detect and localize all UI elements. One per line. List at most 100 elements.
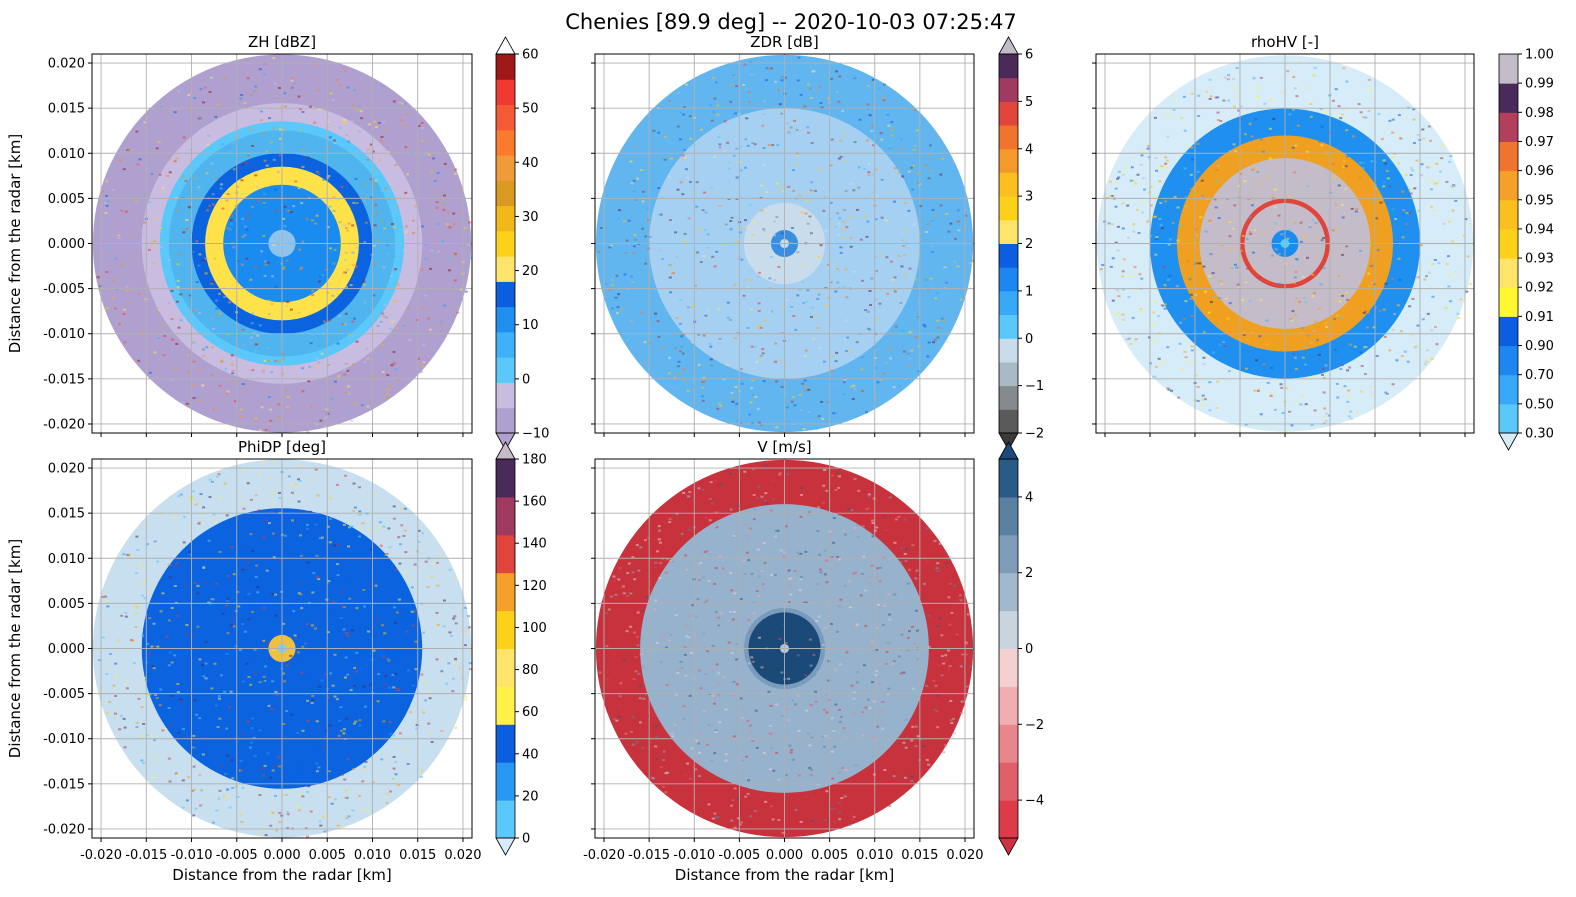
radar-pixel [936, 292, 940, 295]
radar-pixel [185, 402, 189, 405]
radar-pixel [1139, 307, 1143, 310]
colorbar-tick-label: 4 [1025, 142, 1033, 157]
radar-pixel [632, 179, 636, 182]
radar-pixel [362, 588, 366, 591]
radar-pixel [1178, 224, 1182, 227]
radar-pixel [675, 317, 679, 320]
radar-pixel [421, 532, 425, 535]
radar-pixel [189, 105, 193, 108]
radar-pixel [740, 821, 744, 824]
radar-pixel [809, 774, 813, 777]
radar-pixel [193, 96, 197, 99]
radar-pixel [809, 315, 813, 318]
radar-pixel [690, 341, 694, 344]
radar-pixel [669, 633, 673, 636]
radar-pixel [120, 209, 124, 212]
radar-pixel [161, 324, 165, 327]
radar-pixel [873, 394, 877, 397]
radar-pixel [841, 236, 845, 239]
radar-pixel [1399, 137, 1403, 140]
radar-pixel [676, 188, 680, 191]
radar-pixel [639, 546, 643, 549]
radar-pixel [883, 768, 887, 771]
radar-pixel [885, 641, 889, 644]
radar-pixel [718, 683, 722, 686]
radar-pixel [301, 729, 305, 732]
radar-pixel [205, 172, 209, 175]
radar-pixel [709, 104, 713, 107]
radar-pixel [400, 524, 404, 527]
radar-pixel [404, 230, 408, 233]
radar-pixel [857, 489, 861, 492]
radar-pixel [620, 308, 624, 311]
radar-pixel [363, 605, 367, 608]
colorbar-segment [496, 54, 515, 80]
radar-pixel [436, 223, 440, 226]
radar-pixel [301, 645, 305, 648]
radar-pixel [1447, 220, 1451, 223]
radar-pixel [239, 502, 243, 505]
radar-pixel [243, 630, 247, 633]
radar-pixel [744, 87, 748, 90]
radar-pixel [159, 688, 163, 691]
radar-pixel [335, 698, 339, 701]
radar-pixel [417, 357, 421, 360]
radar-pixel [1431, 295, 1435, 298]
radar-pixel [1132, 230, 1136, 233]
radar-pixel [1306, 334, 1310, 337]
figure-suptitle: Chenies [89.9 deg] -- 2020-10-03 07:25:4… [565, 10, 1017, 34]
radar-pixel [1114, 241, 1118, 244]
radar-pixel [433, 251, 437, 254]
radar-pixel [332, 139, 336, 142]
radar-pixel [421, 127, 425, 130]
radar-pixel [762, 113, 766, 116]
radar-pixel [967, 614, 971, 617]
radar-pixel [274, 690, 278, 693]
radar-pixel [713, 265, 717, 268]
radar-pixel [255, 564, 259, 567]
radar-pixel [232, 168, 236, 171]
radar-pixel [1250, 332, 1254, 335]
radar-pixel [685, 244, 689, 247]
radar-pixel [199, 399, 203, 402]
radar-pixel [262, 234, 266, 237]
radar-pixel [932, 679, 936, 682]
radar-pixel [730, 216, 734, 219]
radar-pixel [450, 635, 454, 638]
radar-pixel [176, 279, 180, 282]
radar-pixel [938, 617, 942, 620]
radar-pixel [372, 294, 376, 297]
radar-pixel [198, 117, 202, 120]
colorbar-tick-label: 0.90 [1525, 339, 1554, 354]
radar-pixel [716, 718, 720, 721]
radar-pixel [333, 798, 337, 801]
radar-pixel [1248, 300, 1252, 303]
radar-pixel [1154, 300, 1158, 303]
radar-pixel [227, 574, 231, 577]
radar-pixel [657, 249, 661, 252]
radar-pixel [787, 569, 791, 572]
radar-pixel [774, 342, 778, 345]
radar-pixel [819, 784, 823, 787]
radar-pixel [308, 93, 312, 96]
radar-pixel [410, 586, 414, 589]
radar-pixel [835, 411, 839, 414]
radar-pixel [716, 407, 720, 410]
radar-pixel [1304, 403, 1308, 406]
radar-pixel [836, 556, 840, 559]
radar-pixel [656, 320, 660, 323]
radar-pixel [1245, 338, 1249, 341]
radar-pixel [226, 333, 230, 336]
radar-pixel [297, 500, 301, 503]
radar-pixel [929, 285, 933, 288]
radar-pixel [267, 299, 271, 302]
radar-pixel [116, 234, 120, 237]
radar-pixel [152, 776, 156, 779]
radar-pixel [318, 275, 322, 278]
radar-pixel [862, 555, 866, 558]
radar-pixel [732, 74, 736, 77]
radar-pixel [239, 813, 243, 816]
radar-pixel [1423, 278, 1427, 281]
radar-pixel [395, 206, 399, 209]
radar-pixel [366, 357, 370, 360]
